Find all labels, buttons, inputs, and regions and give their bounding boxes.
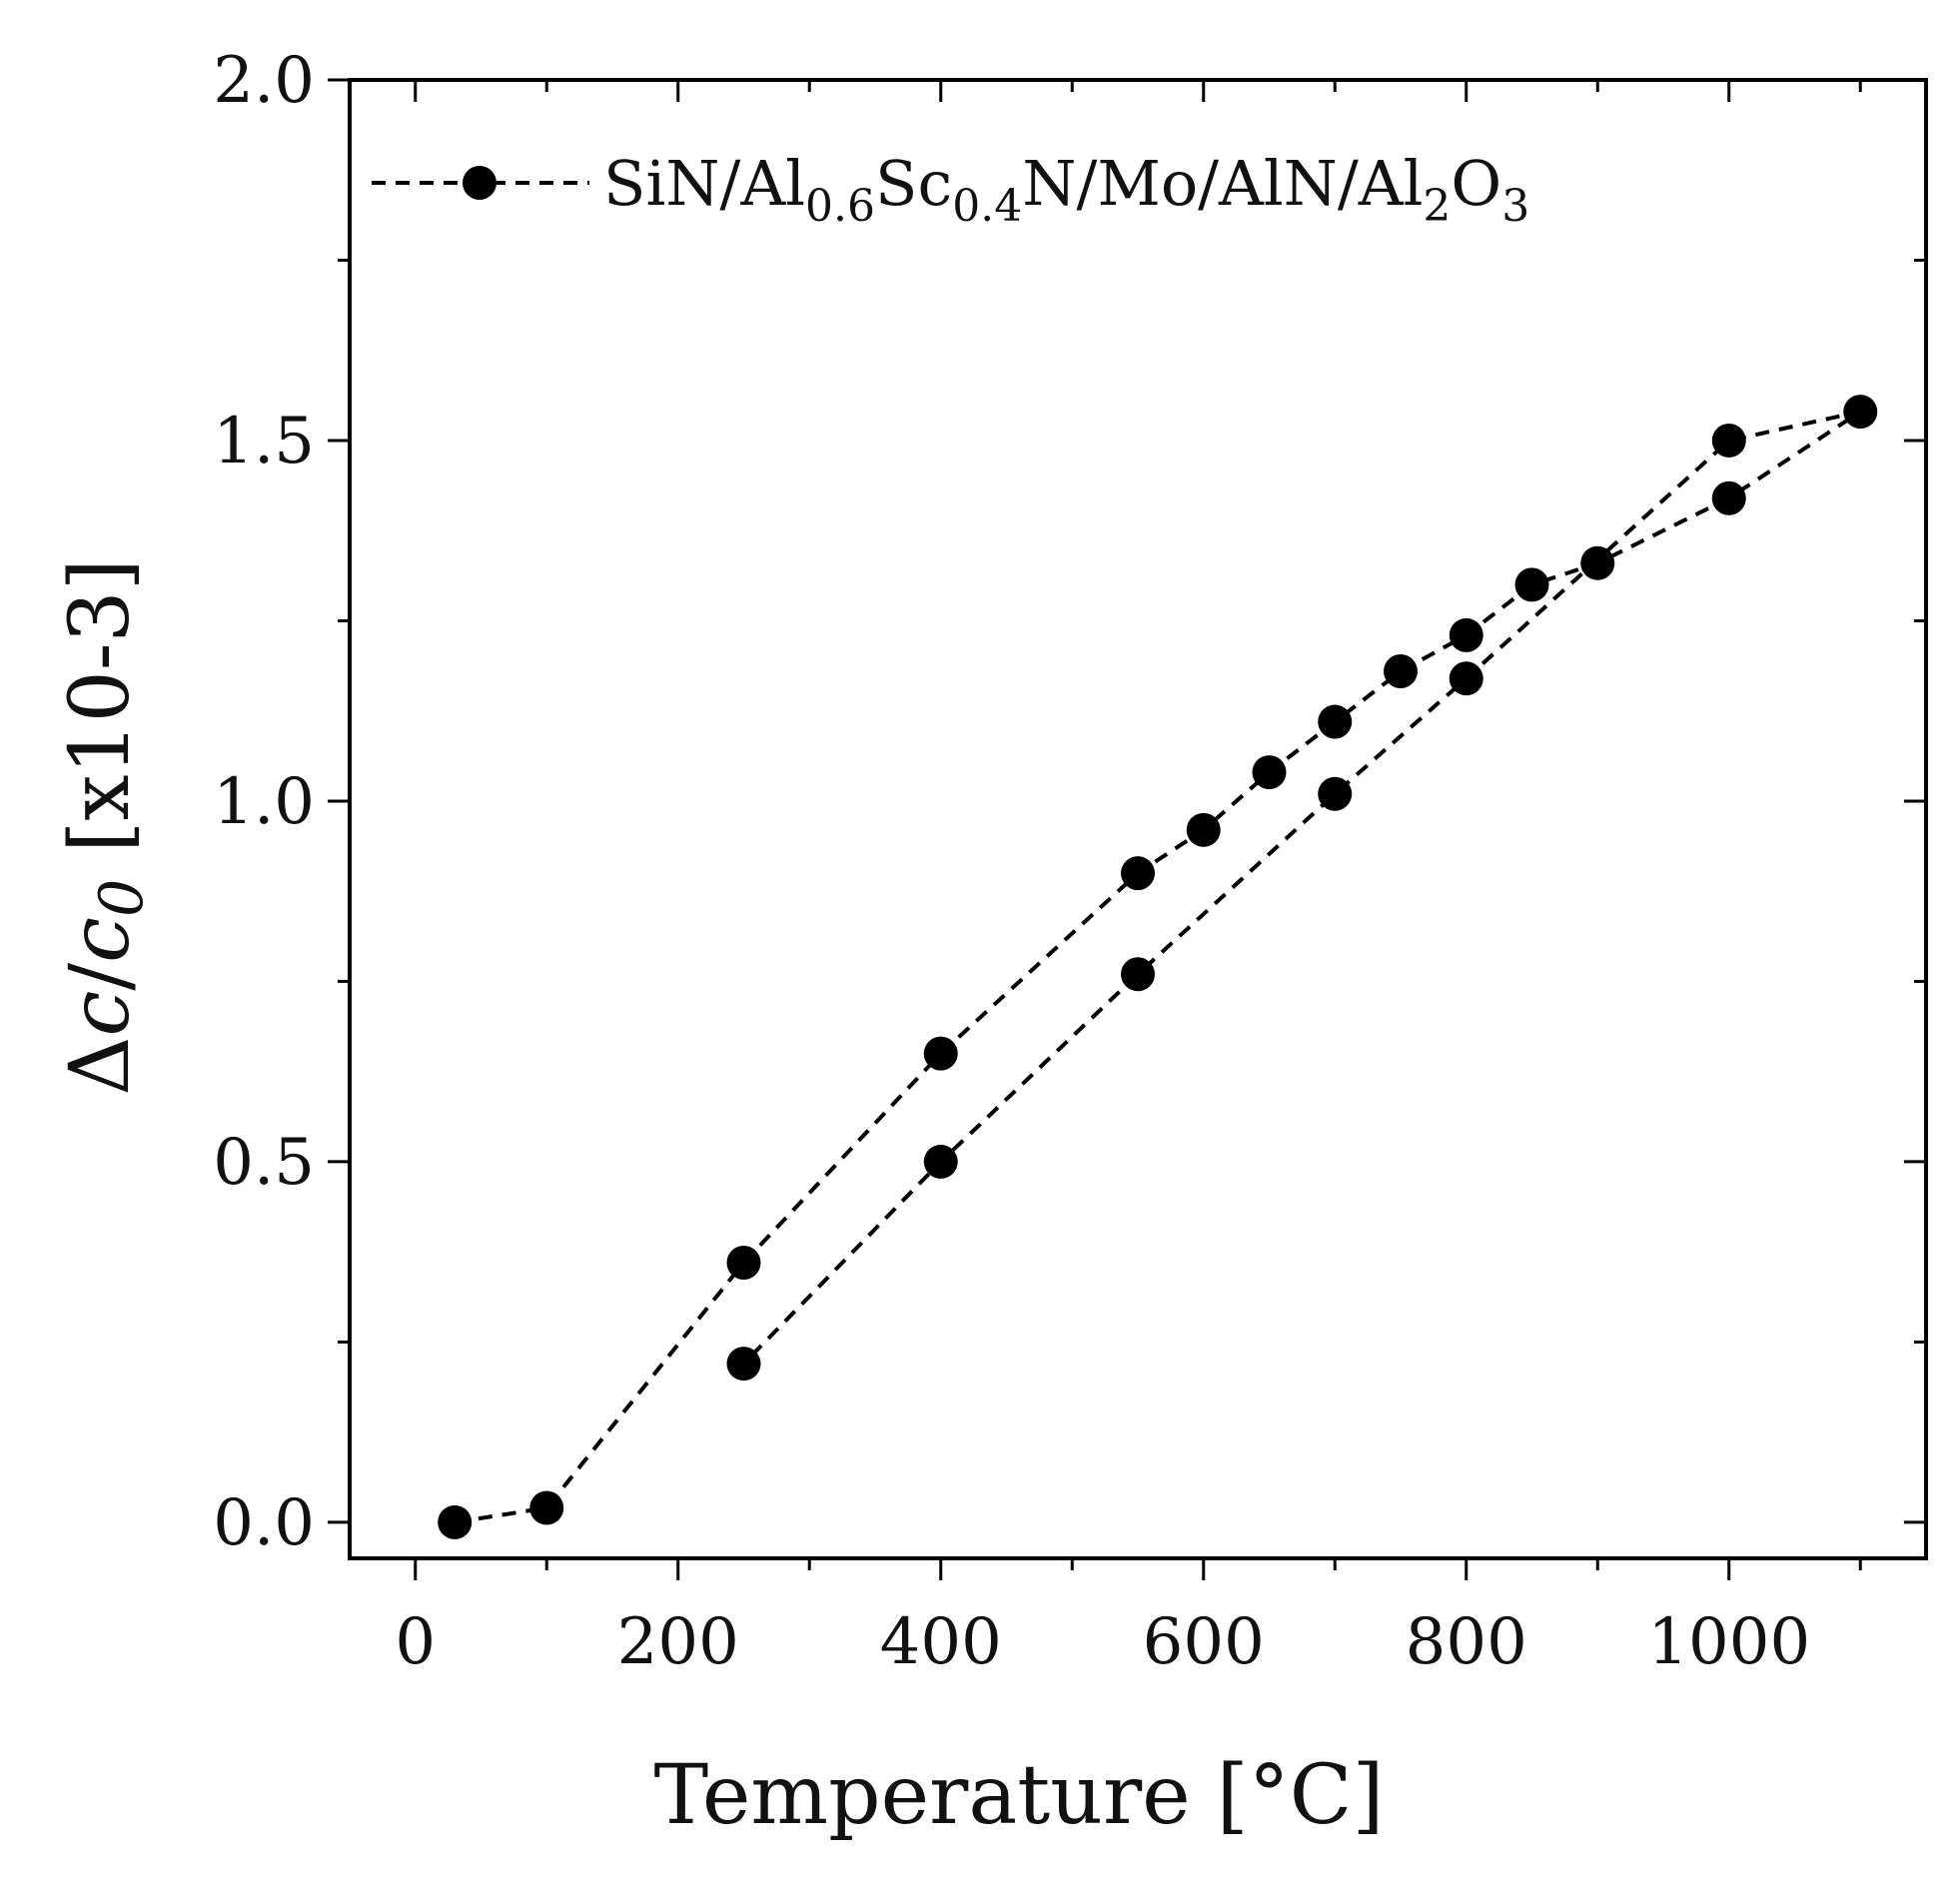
x-tick-label: 800: [1406, 1605, 1527, 1679]
y-tick-label: 1.5: [213, 405, 315, 478]
plot-frame: [348, 78, 1928, 1560]
series-line: [454, 410, 1862, 1524]
legend-label: SiN/Al0.6Sc0.4N/Mo/AlN/Al2O3: [603, 147, 1529, 232]
data-point: [1711, 480, 1746, 515]
data-point: [1121, 957, 1155, 992]
x-axis-title: Temperature [°C]: [654, 1748, 1385, 1843]
legend-label-part: N/Mo/AlN/Al: [1022, 147, 1423, 220]
legend-label-subscript: 3: [1501, 181, 1529, 232]
y-axis-title: Δc/c0 [x10-3]: [53, 558, 157, 1095]
data-point: [1252, 755, 1287, 790]
axis-ticks: [328, 78, 1926, 1580]
data-point: [1186, 812, 1221, 847]
legend: SiN/Al0.6Sc0.4N/Mo/AlN/Al2O3: [372, 147, 1529, 232]
data-point: [529, 1490, 564, 1525]
data-point: [1711, 423, 1746, 458]
data-point: [1514, 567, 1549, 602]
data-point: [1121, 856, 1155, 891]
data-point: [1580, 545, 1615, 580]
series-layer: [438, 395, 1878, 1539]
legend-label-subscript: 2: [1423, 181, 1451, 232]
y-tick-label: 0.5: [213, 1126, 315, 1200]
y-axis-title-delta: Δ: [53, 1037, 148, 1096]
x-tick-label: 400: [880, 1605, 1002, 1679]
y-axis-title-slash: /: [53, 963, 148, 991]
plot-border: [348, 78, 1928, 1560]
legend-marker: [463, 166, 496, 200]
data-point: [923, 1144, 958, 1179]
y-axis-title-c0: c: [53, 917, 148, 963]
legend-label-subscript: 0.4: [952, 181, 1022, 232]
y-tick-label: 0.0: [213, 1486, 315, 1560]
x-tick-label: 1000: [1647, 1605, 1810, 1679]
legend-label-part: SiN/Al: [603, 147, 805, 220]
y-tick-label: 2.0: [213, 44, 315, 118]
legend-label-part: O: [1451, 147, 1501, 220]
data-point: [438, 1504, 473, 1539]
data-point: [726, 1246, 761, 1280]
data-point: [1449, 617, 1483, 652]
legend-label-subscript: 0.6: [805, 181, 875, 232]
y-axis-title-c: c: [53, 991, 148, 1037]
data-point: [1449, 661, 1483, 696]
x-tick-label: 200: [617, 1605, 739, 1679]
axis-tick-labels: 0 200 400 600 800 1000 0.0 0.5 1.0 1.5 2.0: [213, 44, 1810, 1679]
data-point: [1318, 776, 1353, 811]
data-point: [923, 1036, 958, 1071]
y-axis-title-subscript: 0: [87, 879, 157, 917]
data-point: [1318, 704, 1353, 739]
data-point: [1384, 654, 1418, 688]
x-tick-label: 0: [395, 1605, 436, 1679]
data-point: [726, 1347, 761, 1382]
y-axis-title-unit: [x10-3]: [53, 558, 148, 879]
data-point: [1843, 395, 1878, 430]
legend-label-part: Sc: [875, 147, 952, 220]
y-tick-label: 1.0: [213, 765, 315, 839]
x-tick-label: 600: [1143, 1605, 1265, 1679]
